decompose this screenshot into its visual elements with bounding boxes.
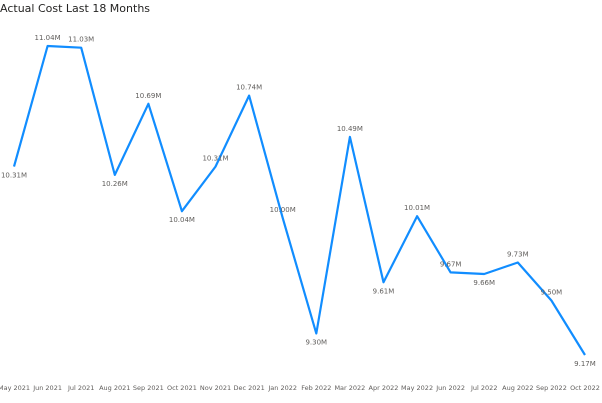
x-tick-label: Jan 2022	[267, 384, 297, 392]
x-tick-label: Jun 2021	[32, 384, 62, 392]
cost-line	[12, 44, 586, 356]
data-label: 9.66M	[473, 279, 495, 287]
data-label: 10.31M	[1, 172, 27, 180]
x-tick-label: Jun 2022	[435, 384, 465, 392]
data-label: 9.17M	[574, 360, 596, 368]
x-tick-label: Aug 2021	[99, 384, 130, 392]
data-label: 10.31M	[202, 155, 228, 163]
data-label: 11.03M	[68, 36, 94, 44]
data-label: 10.69M	[135, 92, 161, 100]
x-tick-label: May 2021	[0, 384, 30, 392]
x-tick-label: Oct 2022	[570, 384, 600, 392]
data-label: 10.26M	[102, 180, 128, 188]
x-tick-label: Sep 2021	[133, 384, 164, 392]
x-tick-label: Apr 2022	[369, 384, 399, 392]
x-tick-label: Aug 2022	[502, 384, 533, 392]
data-label: 10.00M	[270, 206, 296, 214]
data-label: 9.67M	[440, 260, 462, 268]
x-tick-label: Sep 2022	[536, 384, 567, 392]
data-label: 9.50M	[541, 288, 563, 296]
data-label: 10.04M	[169, 216, 195, 224]
data-label: 9.73M	[507, 250, 529, 258]
data-label: 10.01M	[404, 204, 430, 212]
data-label: 10.49M	[337, 125, 363, 133]
x-tick-label: Jul 2022	[470, 384, 497, 392]
data-label: 11.04M	[35, 34, 61, 42]
x-tick-label: Mar 2022	[334, 384, 365, 392]
x-tick-label: Feb 2022	[301, 384, 331, 392]
x-tick-label: Jul 2021	[67, 384, 94, 392]
x-tick-label: Oct 2021	[167, 384, 197, 392]
x-tick-label: Nov 2021	[200, 384, 231, 392]
x-tick-label: Dec 2021	[234, 384, 265, 392]
data-label: 9.30M	[305, 339, 327, 347]
x-tick-label: May 2022	[401, 384, 433, 392]
data-label: 9.61M	[373, 287, 395, 295]
data-label: 10.74M	[236, 84, 262, 92]
chart-title: Actual Cost Last 18 Months	[0, 2, 150, 15]
